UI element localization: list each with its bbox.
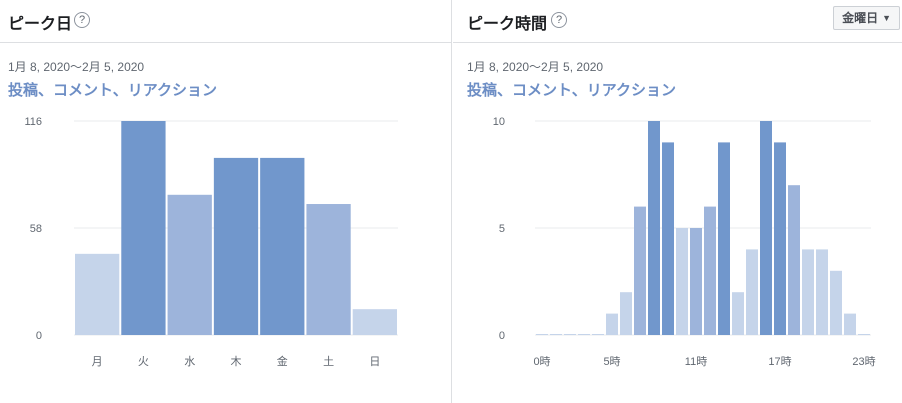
bar	[578, 334, 590, 335]
bar	[760, 121, 772, 335]
peak-day-title: ピーク日	[8, 16, 73, 33]
bar	[802, 249, 814, 335]
x-tick-label: 水	[184, 355, 195, 368]
bar	[306, 204, 351, 335]
bar	[676, 228, 688, 335]
weekday-dropdown[interactable]: 金曜日 ▼	[833, 6, 900, 30]
y-tick-label: 5	[499, 223, 505, 235]
peak-time-date-range: 1月 8, 2020〜2月 5, 2020	[467, 60, 604, 74]
bar	[704, 206, 716, 335]
x-tick-label: 土	[323, 355, 334, 368]
y-tick-label: 58	[30, 223, 42, 235]
caret-down-icon: ▼	[882, 13, 891, 23]
peak-time-title: ピーク時間	[467, 16, 548, 33]
peak-time-header: ピーク時間 ? 金曜日 ▼	[453, 0, 902, 43]
peak-day-panel: ピーク日 ? 1月 8, 2020〜2月 5, 2020 投稿、コメント、リアク…	[0, 0, 452, 403]
bar	[121, 121, 166, 335]
bar	[536, 334, 548, 335]
x-tick-label: 0時	[533, 355, 550, 368]
x-tick-label: 5時	[603, 355, 620, 368]
bar	[352, 309, 397, 335]
bar	[718, 142, 730, 335]
bar	[746, 249, 758, 335]
weekday-dropdown-label: 金曜日	[842, 11, 879, 25]
bar	[634, 206, 646, 335]
x-tick-label: 金	[277, 354, 288, 368]
x-tick-label: 17時	[768, 355, 791, 368]
bar	[690, 228, 702, 335]
bar	[774, 142, 786, 335]
bar	[606, 313, 618, 335]
bar	[167, 194, 212, 335]
y-tick-label: 116	[24, 116, 42, 128]
bar	[732, 292, 744, 335]
peak-time-panel: ピーク時間 ? 金曜日 ▼ 1月 8, 2020〜2月 5, 2020 投稿、コメ…	[453, 0, 902, 403]
bar	[620, 292, 632, 335]
help-icon[interactable]: ?	[74, 12, 90, 28]
bar	[662, 142, 674, 335]
bar	[648, 121, 660, 335]
bar	[550, 334, 562, 335]
bar	[260, 157, 305, 335]
bar	[830, 270, 842, 335]
bar	[592, 334, 604, 335]
bar	[844, 313, 856, 335]
y-tick-label: 0	[499, 330, 505, 342]
x-tick-label: 日	[369, 356, 380, 368]
bar	[788, 185, 800, 335]
y-tick-label: 10	[493, 116, 505, 128]
bar	[75, 253, 120, 335]
help-icon[interactable]: ?	[551, 12, 567, 28]
x-tick-label: 11時	[685, 355, 707, 368]
x-tick-label: 月	[92, 356, 103, 368]
peak-time-chart: 0 5 10 0時 5時 11時 17時 23時	[493, 116, 876, 368]
x-tick-label: 23時	[852, 355, 875, 368]
peak-day-header: ピーク日 ?	[0, 0, 451, 43]
bar	[858, 334, 870, 335]
x-tick-label: 火	[138, 356, 149, 368]
peak-day-metric-link[interactable]: 投稿、コメント、リアクション	[8, 82, 217, 99]
bar	[213, 157, 259, 335]
peak-day-chart: 0 58 116 月 火 水 木 金 土 日	[24, 116, 398, 368]
x-tick-label: 木	[231, 355, 242, 368]
bar	[816, 249, 828, 335]
y-tick-label: 0	[36, 330, 42, 342]
bar	[564, 334, 576, 335]
peak-day-date-range: 1月 8, 2020〜2月 5, 2020	[8, 60, 145, 74]
peak-time-metric-link[interactable]: 投稿、コメント、リアクション	[467, 82, 676, 99]
